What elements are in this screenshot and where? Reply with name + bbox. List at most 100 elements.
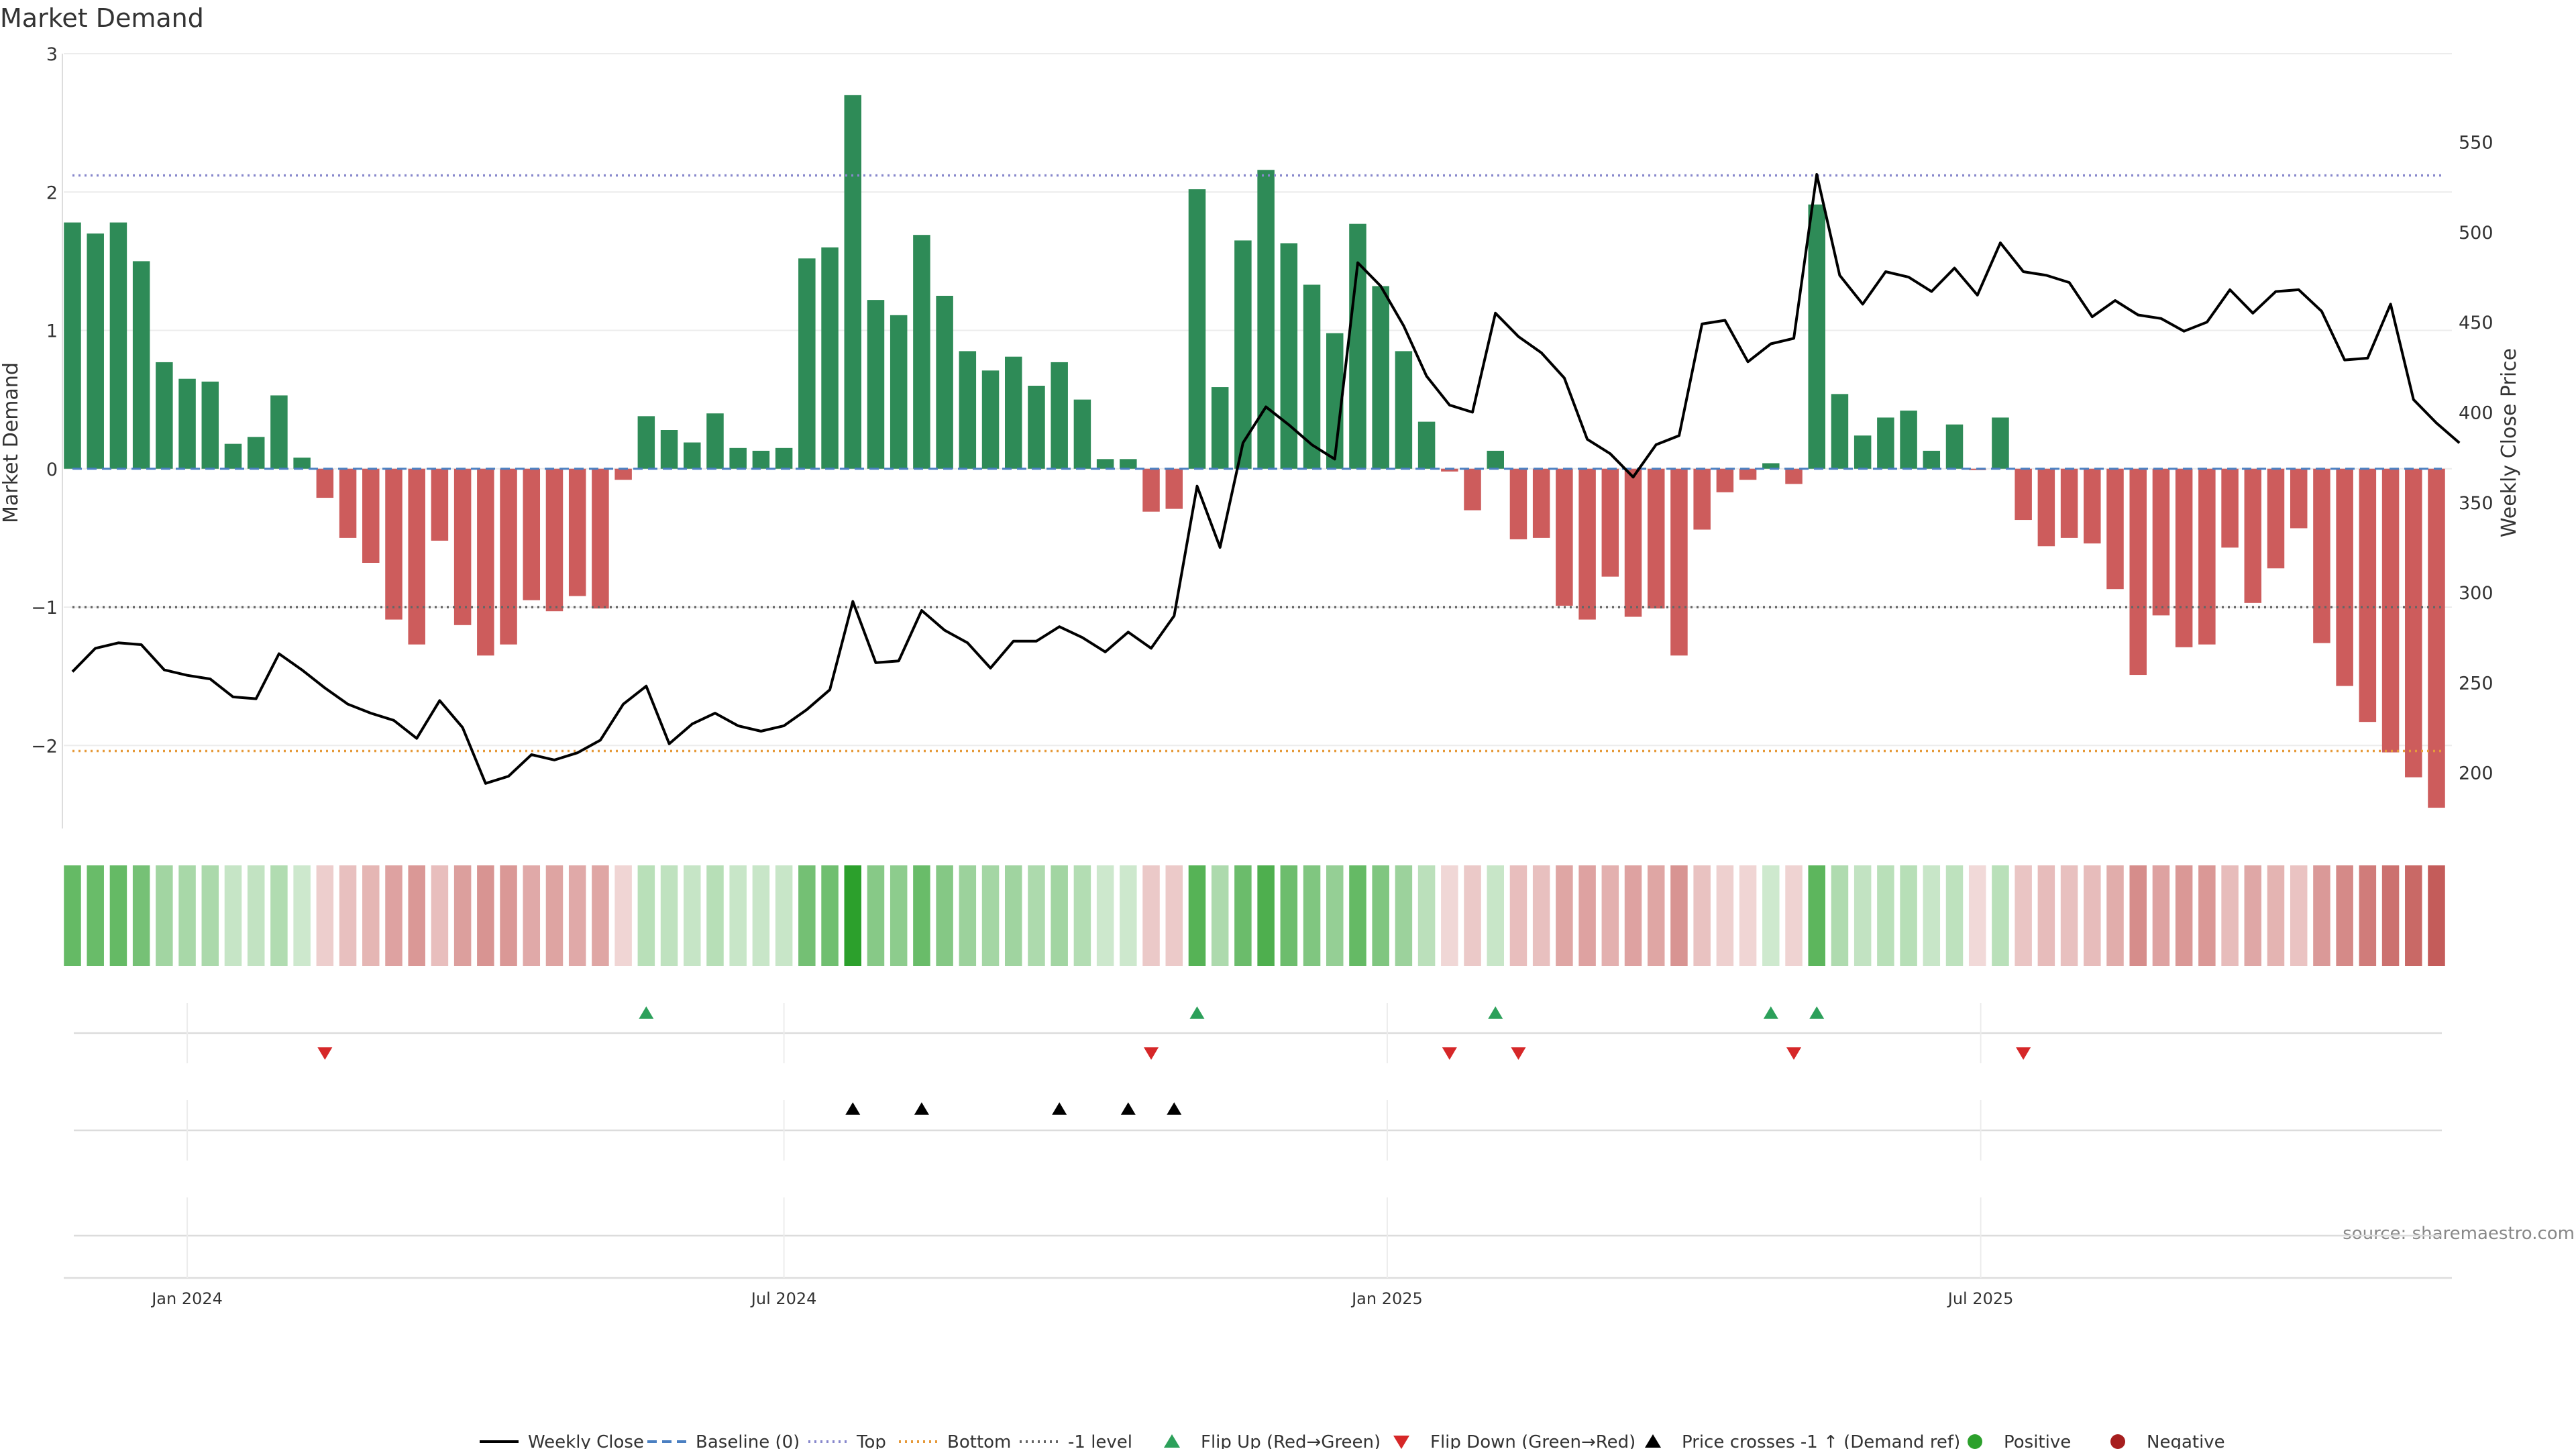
heat-cell: [1945, 865, 1964, 966]
x-tick-label: Jul 2024: [750, 1289, 817, 1308]
price-cross-marker: [845, 1102, 861, 1115]
heat-cell: [2129, 865, 2147, 966]
demand-bar: [1096, 459, 1114, 469]
heat-cell: [936, 865, 953, 966]
heat-cell: [2428, 865, 2445, 966]
legend-label: Flip Down (Green→Red): [1430, 1432, 1635, 1449]
right-tick-label: 400: [2459, 403, 2493, 424]
heat-cell: [1992, 865, 2009, 966]
demand-bar: [959, 351, 977, 469]
flip-down-marker: [2016, 1047, 2031, 1060]
legend-label: Top: [856, 1432, 886, 1449]
heat-cell: [2060, 865, 2078, 966]
heat-cell: [362, 865, 380, 966]
demand-bar: [1142, 468, 1160, 512]
flip-up-marker: [1488, 1006, 1503, 1019]
demand-bar: [936, 295, 953, 469]
heat-cell: [2152, 865, 2170, 966]
heat-cell: [224, 865, 242, 966]
heat-cell: [1257, 865, 1275, 966]
heat-cell: [1785, 865, 1803, 966]
demand-bar: [109, 222, 127, 469]
demand-bar: [316, 468, 334, 498]
right-tick-label: 550: [2459, 133, 2493, 154]
demand-bar: [224, 443, 242, 469]
heat-cell: [637, 865, 655, 966]
heat-cell: [1051, 865, 1068, 966]
demand-bar: [1578, 468, 1596, 620]
flip-up-marker: [1189, 1006, 1205, 1019]
demand-bar: [1051, 362, 1068, 469]
demand-bar: [2152, 468, 2170, 616]
left-tick-label: −1: [31, 598, 58, 619]
y-axis-label-right: Weekly Close Price: [2498, 348, 2521, 537]
demand-bar: [844, 95, 862, 469]
heat-cell: [2175, 865, 2193, 966]
demand-bar: [2359, 468, 2377, 722]
heat-cell: [752, 865, 770, 966]
heat-cell: [1165, 865, 1183, 966]
demand-bar: [2244, 468, 2262, 603]
right-tick-label: 200: [2459, 763, 2493, 784]
heat-cell: [798, 865, 816, 966]
demand-bar: [2084, 468, 2101, 544]
heat-cell: [2084, 865, 2101, 966]
legend-swatch: [1164, 1434, 1180, 1448]
demand-bar: [1257, 170, 1275, 469]
demand-bar: [270, 395, 288, 469]
legend-label: Price crosses -1 ↑ (Demand ref): [1682, 1432, 1960, 1449]
heat-cell: [1624, 865, 1642, 966]
demand-bar: [890, 315, 908, 469]
heat-cell: [706, 865, 724, 966]
heat-cell: [1693, 865, 1711, 966]
heat-cell: [523, 865, 541, 966]
event-markers: [64, 1006, 2452, 1279]
x-tick-label: Jan 2024: [150, 1289, 223, 1308]
legend-label: Flip Up (Red→Green): [1201, 1432, 1381, 1449]
heat-cell: [1601, 865, 1619, 966]
weekly-close-line: [71, 173, 2461, 785]
heat-cell: [1509, 865, 1527, 966]
heat-cell: [453, 865, 472, 966]
demand-bar: [523, 468, 541, 600]
demand-bar: [752, 450, 770, 469]
heat-cell: [385, 865, 402, 966]
flip-down-marker: [1144, 1047, 1159, 1060]
axes: 3 2 1 0 −1 −2 550 500 450 400 350 300 250 200: [31, 44, 2493, 828]
flip-up-marker: [1763, 1006, 1778, 1019]
heat-cell: [1211, 865, 1229, 966]
heat-cell: [1647, 865, 1665, 966]
flip-down-marker: [1511, 1047, 1526, 1060]
demand-bar: [2267, 468, 2285, 569]
demand-bar: [431, 468, 449, 541]
demand-bar: [201, 381, 219, 469]
demand-bar: [1900, 411, 1917, 469]
heat-cell: [2405, 865, 2422, 966]
heat-cell: [1303, 865, 1321, 966]
demand-bar: [798, 258, 816, 469]
heat-cell: [1120, 865, 1137, 966]
demand-bar: [545, 468, 564, 612]
demand-bar: [385, 468, 402, 620]
demand-bar: [637, 416, 655, 469]
demand-bar: [1211, 387, 1229, 469]
legend: Weekly Close Baseline (0) Top Bottom -1 leve…: [480, 1432, 2225, 1449]
heat-cell: [981, 865, 1000, 966]
chart-title: Market Demand: [0, 3, 204, 33]
demand-bar: [1165, 468, 1183, 509]
heat-cell: [959, 865, 977, 966]
heat-cell: [592, 865, 609, 966]
right-tick-label: 500: [2459, 223, 2493, 244]
heat-cell: [2015, 865, 2032, 966]
heat-cell: [1854, 865, 1872, 966]
heat-cell: [1028, 865, 1045, 966]
legend-label: Bottom: [947, 1432, 1011, 1449]
heat-cell: [660, 865, 678, 966]
demand-bar: [247, 437, 265, 469]
demand-bar: [1234, 240, 1252, 469]
heat-cell: [408, 865, 425, 966]
heat-cell: [270, 865, 288, 966]
heat-cell: [1234, 865, 1252, 966]
heat-cell: [614, 865, 632, 966]
left-tick-label: 3: [46, 44, 58, 65]
